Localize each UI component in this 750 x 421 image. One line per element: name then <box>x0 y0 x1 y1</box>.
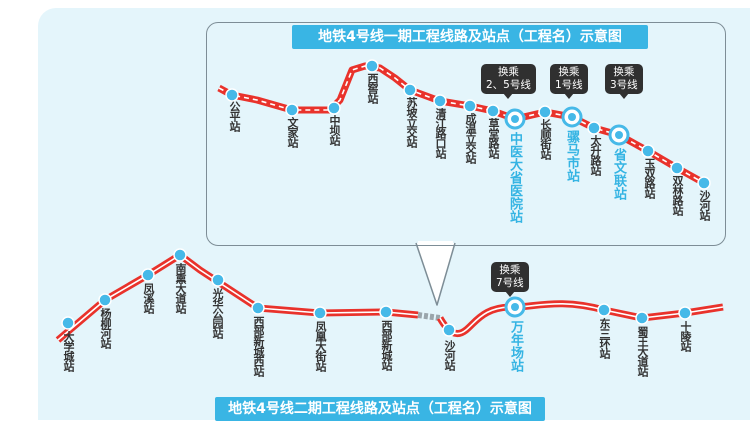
station-fengxi[interactable] <box>141 268 155 282</box>
station-supolijiao[interactable] <box>403 83 417 97</box>
station-xibuxinchengxi[interactable] <box>251 301 265 315</box>
station-label-transfer: 省文联站 <box>611 148 626 200</box>
station-label: 清江路口站 <box>434 108 447 158</box>
station-label: 沙河站 <box>698 190 711 220</box>
phase2-title: 地铁4号线二期工程线路及站点（工程名）示意图 <box>215 397 545 421</box>
phase2-stations <box>61 248 692 337</box>
station-luomashi-transfer[interactable] <box>561 106 583 128</box>
station-xibuxincheng[interactable] <box>379 305 393 319</box>
station-label: 光华公园站 <box>211 288 224 338</box>
station-shiling[interactable] <box>678 306 692 320</box>
station-label: 凤溪站 <box>142 283 155 313</box>
station-label: 苏坡立交站 <box>405 97 418 147</box>
station-label: 大学城站 <box>62 331 75 371</box>
station-label-transfer: 骡马市站 <box>564 130 579 182</box>
station-label: 双林路站 <box>671 175 684 215</box>
station-label: 西部新城西站 <box>252 316 265 376</box>
station-shahe-1[interactable] <box>697 176 711 190</box>
station-label: 草堂路站 <box>487 118 500 158</box>
station-label: 沙河站 <box>443 340 456 370</box>
station-qingjianglukou[interactable] <box>433 94 447 108</box>
station-label: 公平站 <box>228 101 241 131</box>
transfer-bubble-lines-2-5: 换乘 2、5号线 <box>481 64 536 99</box>
callout-pointer <box>415 242 456 306</box>
station-taishenglu[interactable] <box>587 121 601 135</box>
phase1-callout-box <box>206 22 726 246</box>
station-guanghuagongyuan[interactable] <box>211 273 225 287</box>
station-shuanglinlu[interactable] <box>670 161 684 175</box>
transfer-bubble-line-3: 换乘 3号线 <box>605 64 643 99</box>
station-label: 蜀王大道站 <box>636 326 649 376</box>
station-label: 十陵站 <box>679 321 692 351</box>
phase1-stations <box>225 59 711 190</box>
phase2-line <box>55 251 724 343</box>
station-dongsanhuan[interactable] <box>597 303 611 317</box>
station-label: 西部新城站 <box>380 320 393 370</box>
station-zhongba[interactable] <box>327 101 341 115</box>
station-label: 长顺街站 <box>539 119 552 159</box>
station-zhongyidashengyiyuan-transfer[interactable] <box>504 108 526 130</box>
station-label: 凤凰大街站 <box>314 321 327 371</box>
station-shuwangdadao[interactable] <box>635 311 649 325</box>
transfer-label: 换乘 <box>613 66 635 78</box>
station-xijiao[interactable] <box>365 59 379 73</box>
transfer-bubble-line-7: 换乘 7号线 <box>491 262 529 297</box>
station-wenjia[interactable] <box>285 103 299 117</box>
transfer-lines: 3号线 <box>610 79 638 91</box>
transfer-lines: 7号线 <box>496 277 524 289</box>
station-daxuecheng[interactable] <box>61 316 75 330</box>
station-label: 西窖站 <box>366 73 379 103</box>
transfer-label: 换乘 <box>497 66 519 78</box>
station-yushuanglu[interactable] <box>641 144 655 158</box>
station-yangliuhe[interactable] <box>98 293 112 307</box>
station-fenghuangdajie[interactable] <box>313 306 327 320</box>
transfer-label: 换乘 <box>499 264 521 276</box>
station-changshunjie[interactable] <box>538 105 552 119</box>
transfer-bubble-line-1: 换乘 1号线 <box>550 64 588 99</box>
station-shengwenlian-transfer[interactable] <box>608 124 630 146</box>
station-label: 杨柳河站 <box>99 308 112 348</box>
phase1-title: 地铁4号线一期工程线路及站点（工程名）示意图 <box>292 25 648 49</box>
station-label: 东三环站 <box>598 318 611 358</box>
station-label-transfer: 中医大省医院站 <box>507 132 522 223</box>
transfer-label: 换乘 <box>558 66 580 78</box>
station-label: 中坝站 <box>328 115 341 145</box>
transfer-lines: 2、5号线 <box>486 79 531 91</box>
station-caotanglu[interactable] <box>486 104 500 118</box>
station-shahe-2[interactable] <box>442 323 456 337</box>
station-chengwenlijiao[interactable] <box>463 99 477 113</box>
station-label: 文家站 <box>286 117 299 147</box>
station-label: 玉双路站 <box>643 158 656 198</box>
station-label-transfer: 万年场站 <box>508 320 523 372</box>
station-label: 太升路站 <box>589 135 602 175</box>
transfer-lines: 1号线 <box>555 79 583 91</box>
callout-pointer-mask <box>418 241 453 245</box>
station-nanxundadao[interactable] <box>173 248 187 262</box>
station-gongping[interactable] <box>225 88 239 102</box>
station-label: 成温立交站 <box>464 113 477 163</box>
station-wanniancang-transfer[interactable] <box>504 296 526 318</box>
station-label: 南熏大道站 <box>174 263 187 313</box>
phase1-line <box>217 62 706 187</box>
